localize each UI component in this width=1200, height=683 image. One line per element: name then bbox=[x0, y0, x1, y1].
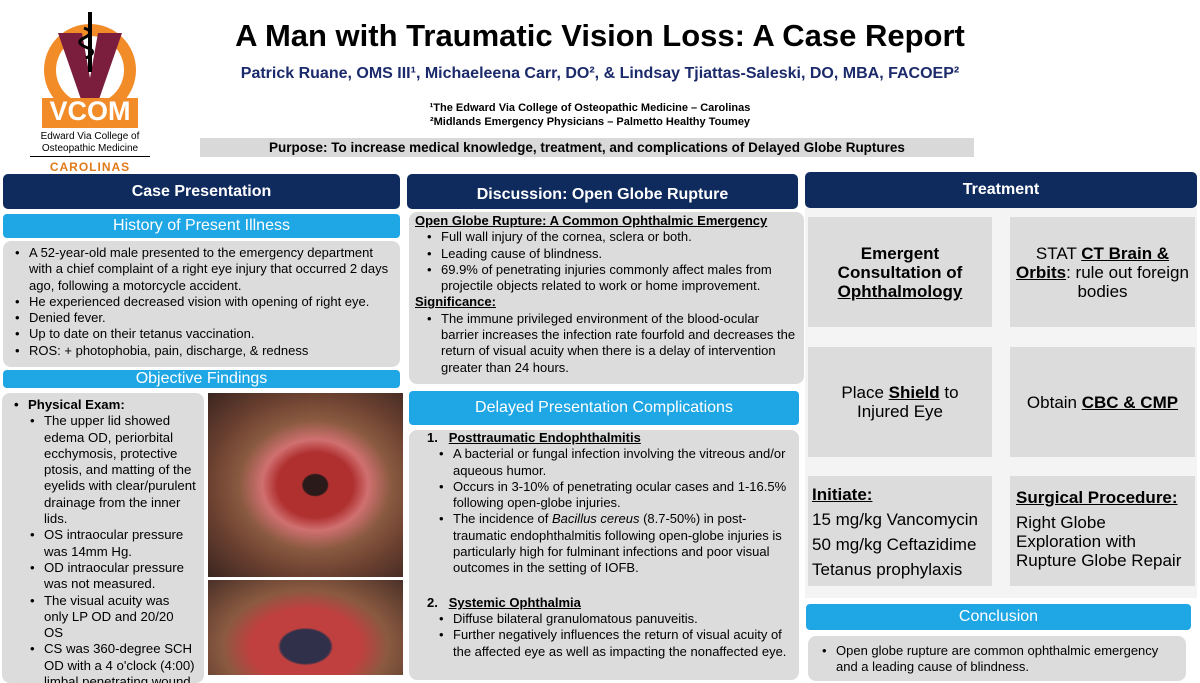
list-item: Diffuse bilateral granulomatous panuveit… bbox=[435, 611, 791, 628]
affiliation-2: ²Midlands Emergency Physicians – Palmett… bbox=[429, 116, 751, 128]
list-item: Physical Exam: bbox=[10, 397, 196, 414]
complication-title: Posttraumatic Endophthalmitis bbox=[448, 430, 641, 445]
physical-exam-label: Physical Exam: bbox=[28, 397, 125, 412]
objective-findings-box: Physical Exam: The upper lid showed edem… bbox=[2, 393, 204, 683]
complication-title: Systemic Ophthalmia bbox=[448, 594, 581, 610]
number: 1. bbox=[427, 430, 438, 445]
list-item: Further negatively influences the return… bbox=[435, 627, 791, 660]
authors: Patrick Ruane, OMS III¹, Michaeleena Car… bbox=[240, 65, 960, 82]
vcom-logo: VCOM Edward Via College of Osteopathic M… bbox=[30, 8, 150, 174]
logo-text: CAROLINAS bbox=[49, 160, 131, 174]
purpose: Purpose: To increase medical knowledge, … bbox=[200, 138, 974, 157]
text: Emergent Consultation of bbox=[837, 243, 963, 282]
text: Bacillus cereus bbox=[552, 511, 640, 527]
number: 2. bbox=[427, 594, 438, 610]
list-item: 69.9% of penetrating injuries commonly a… bbox=[423, 262, 798, 295]
treatment-header: Treatment bbox=[805, 172, 1197, 208]
text: (8.7-50%) in post-traumatic endophthalmi… bbox=[453, 511, 782, 576]
list-item: The visual acuity was only LP OD and 20/… bbox=[26, 593, 196, 642]
text: Place bbox=[841, 383, 889, 402]
surgery-heading: Surgical Procedure: bbox=[1016, 488, 1178, 507]
initiate-item: Tetanus prophylaxis bbox=[812, 560, 963, 579]
treatment-shield: Place Shield to Injured Eye bbox=[808, 347, 992, 457]
complication-1-heading: 1. Posttraumatic Endophthalmitis bbox=[427, 430, 791, 446]
conclusion-box: Open globe rupture are common ophthalmic… bbox=[808, 636, 1186, 681]
logo-letters: VCOM bbox=[49, 96, 131, 126]
complication-2-heading: 2. Systemic Ophthalmia bbox=[427, 595, 791, 611]
treatment-consult: Emergent Consultation of Ophthalmology bbox=[808, 217, 992, 327]
logo-text: Osteopathic Medicine bbox=[30, 143, 150, 157]
hpi-box: A 52-year-old male presented to the emer… bbox=[3, 241, 400, 367]
list-item: Leading cause of blindness. bbox=[423, 246, 798, 263]
objective-findings-header: Objective Findings bbox=[3, 370, 400, 388]
text: CBC & CMP bbox=[1081, 392, 1179, 412]
list-item: The immune privileged environment of the… bbox=[423, 311, 798, 376]
significance-heading: Significance: bbox=[415, 294, 496, 310]
hpi-header: History of Present Illness bbox=[3, 214, 400, 238]
eye-photo-1 bbox=[208, 393, 403, 577]
complications-box: 1. Posttraumatic Endophthalmitis A bacte… bbox=[409, 430, 799, 680]
list-item: Full wall injury of the cornea, sclera o… bbox=[423, 229, 798, 246]
eye-photo-2 bbox=[208, 580, 403, 675]
list-item: A bacterial or fungal infection involvin… bbox=[435, 446, 791, 479]
text: Obtain bbox=[1026, 392, 1082, 412]
logo-text: Edward Via College of bbox=[40, 131, 140, 142]
treatment-ct: STAT CT Brain & Orbits: rule out foreign… bbox=[1010, 217, 1195, 327]
list-item: A 52-year-old male presented to the emer… bbox=[11, 245, 392, 294]
treatment-labs: Obtain CBC & CMP bbox=[1010, 347, 1195, 457]
list-item: He experienced decreased vision with ope… bbox=[11, 294, 392, 311]
treatment-initiate: Initiate: 15 mg/kg Vancomycin 50 mg/kg Cef… bbox=[808, 476, 992, 586]
conclusion-header: Conclusion bbox=[806, 604, 1191, 630]
initiate-item: 50 mg/kg Ceftazidime bbox=[812, 535, 977, 554]
list-item: OD intraocular pressure was not measured… bbox=[26, 560, 196, 593]
text: Ophthalmology bbox=[837, 281, 963, 301]
text: Shield bbox=[888, 383, 940, 402]
list-item: Open globe rupture are common ophthalmic… bbox=[818, 643, 1176, 676]
list-item: OS intraocular pressure was 14mm Hg. bbox=[26, 527, 196, 560]
list-item: The upper lid showed edema OD, periorbit… bbox=[26, 413, 196, 527]
list-item: Occurs in 3-10% of penetrating ocular ca… bbox=[435, 479, 791, 512]
text: STAT bbox=[1035, 243, 1082, 263]
list-item: The incidence of Bacillus cereus (8.7-50… bbox=[435, 511, 791, 576]
case-presentation-header: Case Presentation bbox=[3, 174, 400, 209]
text: The incidence of bbox=[453, 511, 553, 527]
text: CT Brain & Orbits bbox=[1016, 243, 1170, 282]
initiate-heading: Initiate: bbox=[812, 485, 873, 504]
text: : rule out foreign bodies bbox=[1066, 262, 1189, 301]
list-item: Denied fever. bbox=[11, 310, 392, 327]
text: to Injured Eye bbox=[857, 383, 959, 421]
discussion-box: Open Globe Rupture: A Common Ophthalmic … bbox=[409, 212, 804, 384]
open-globe-heading: Open Globe Rupture: A Common Ophthalmic … bbox=[415, 213, 768, 228]
affiliation-1: ¹The Edward Via College of Osteopathic M… bbox=[429, 102, 751, 114]
treatment-surgery: Surgical Procedure: Right Globe Explorati… bbox=[1010, 476, 1195, 586]
initiate-item: 15 mg/kg Vancomycin bbox=[812, 510, 978, 529]
discussion-header: Discussion: Open Globe Rupture bbox=[407, 174, 798, 209]
logo-emblem bbox=[42, 12, 138, 128]
surgery-text: Right Globe Exploration with Rupture Glo… bbox=[1016, 513, 1182, 570]
complications-header: Delayed Presentation Complications bbox=[409, 391, 799, 425]
list-item: Up to date on their tetanus vaccination. bbox=[11, 326, 392, 343]
list-item: CS was 360-degree SCH OD with a 4 o'cloc… bbox=[26, 641, 196, 683]
list-item: ROS: + photophobia, pain, discharge, & r… bbox=[11, 343, 392, 360]
poster-title: A Man with Traumatic Vision Loss: A Case… bbox=[235, 18, 965, 53]
